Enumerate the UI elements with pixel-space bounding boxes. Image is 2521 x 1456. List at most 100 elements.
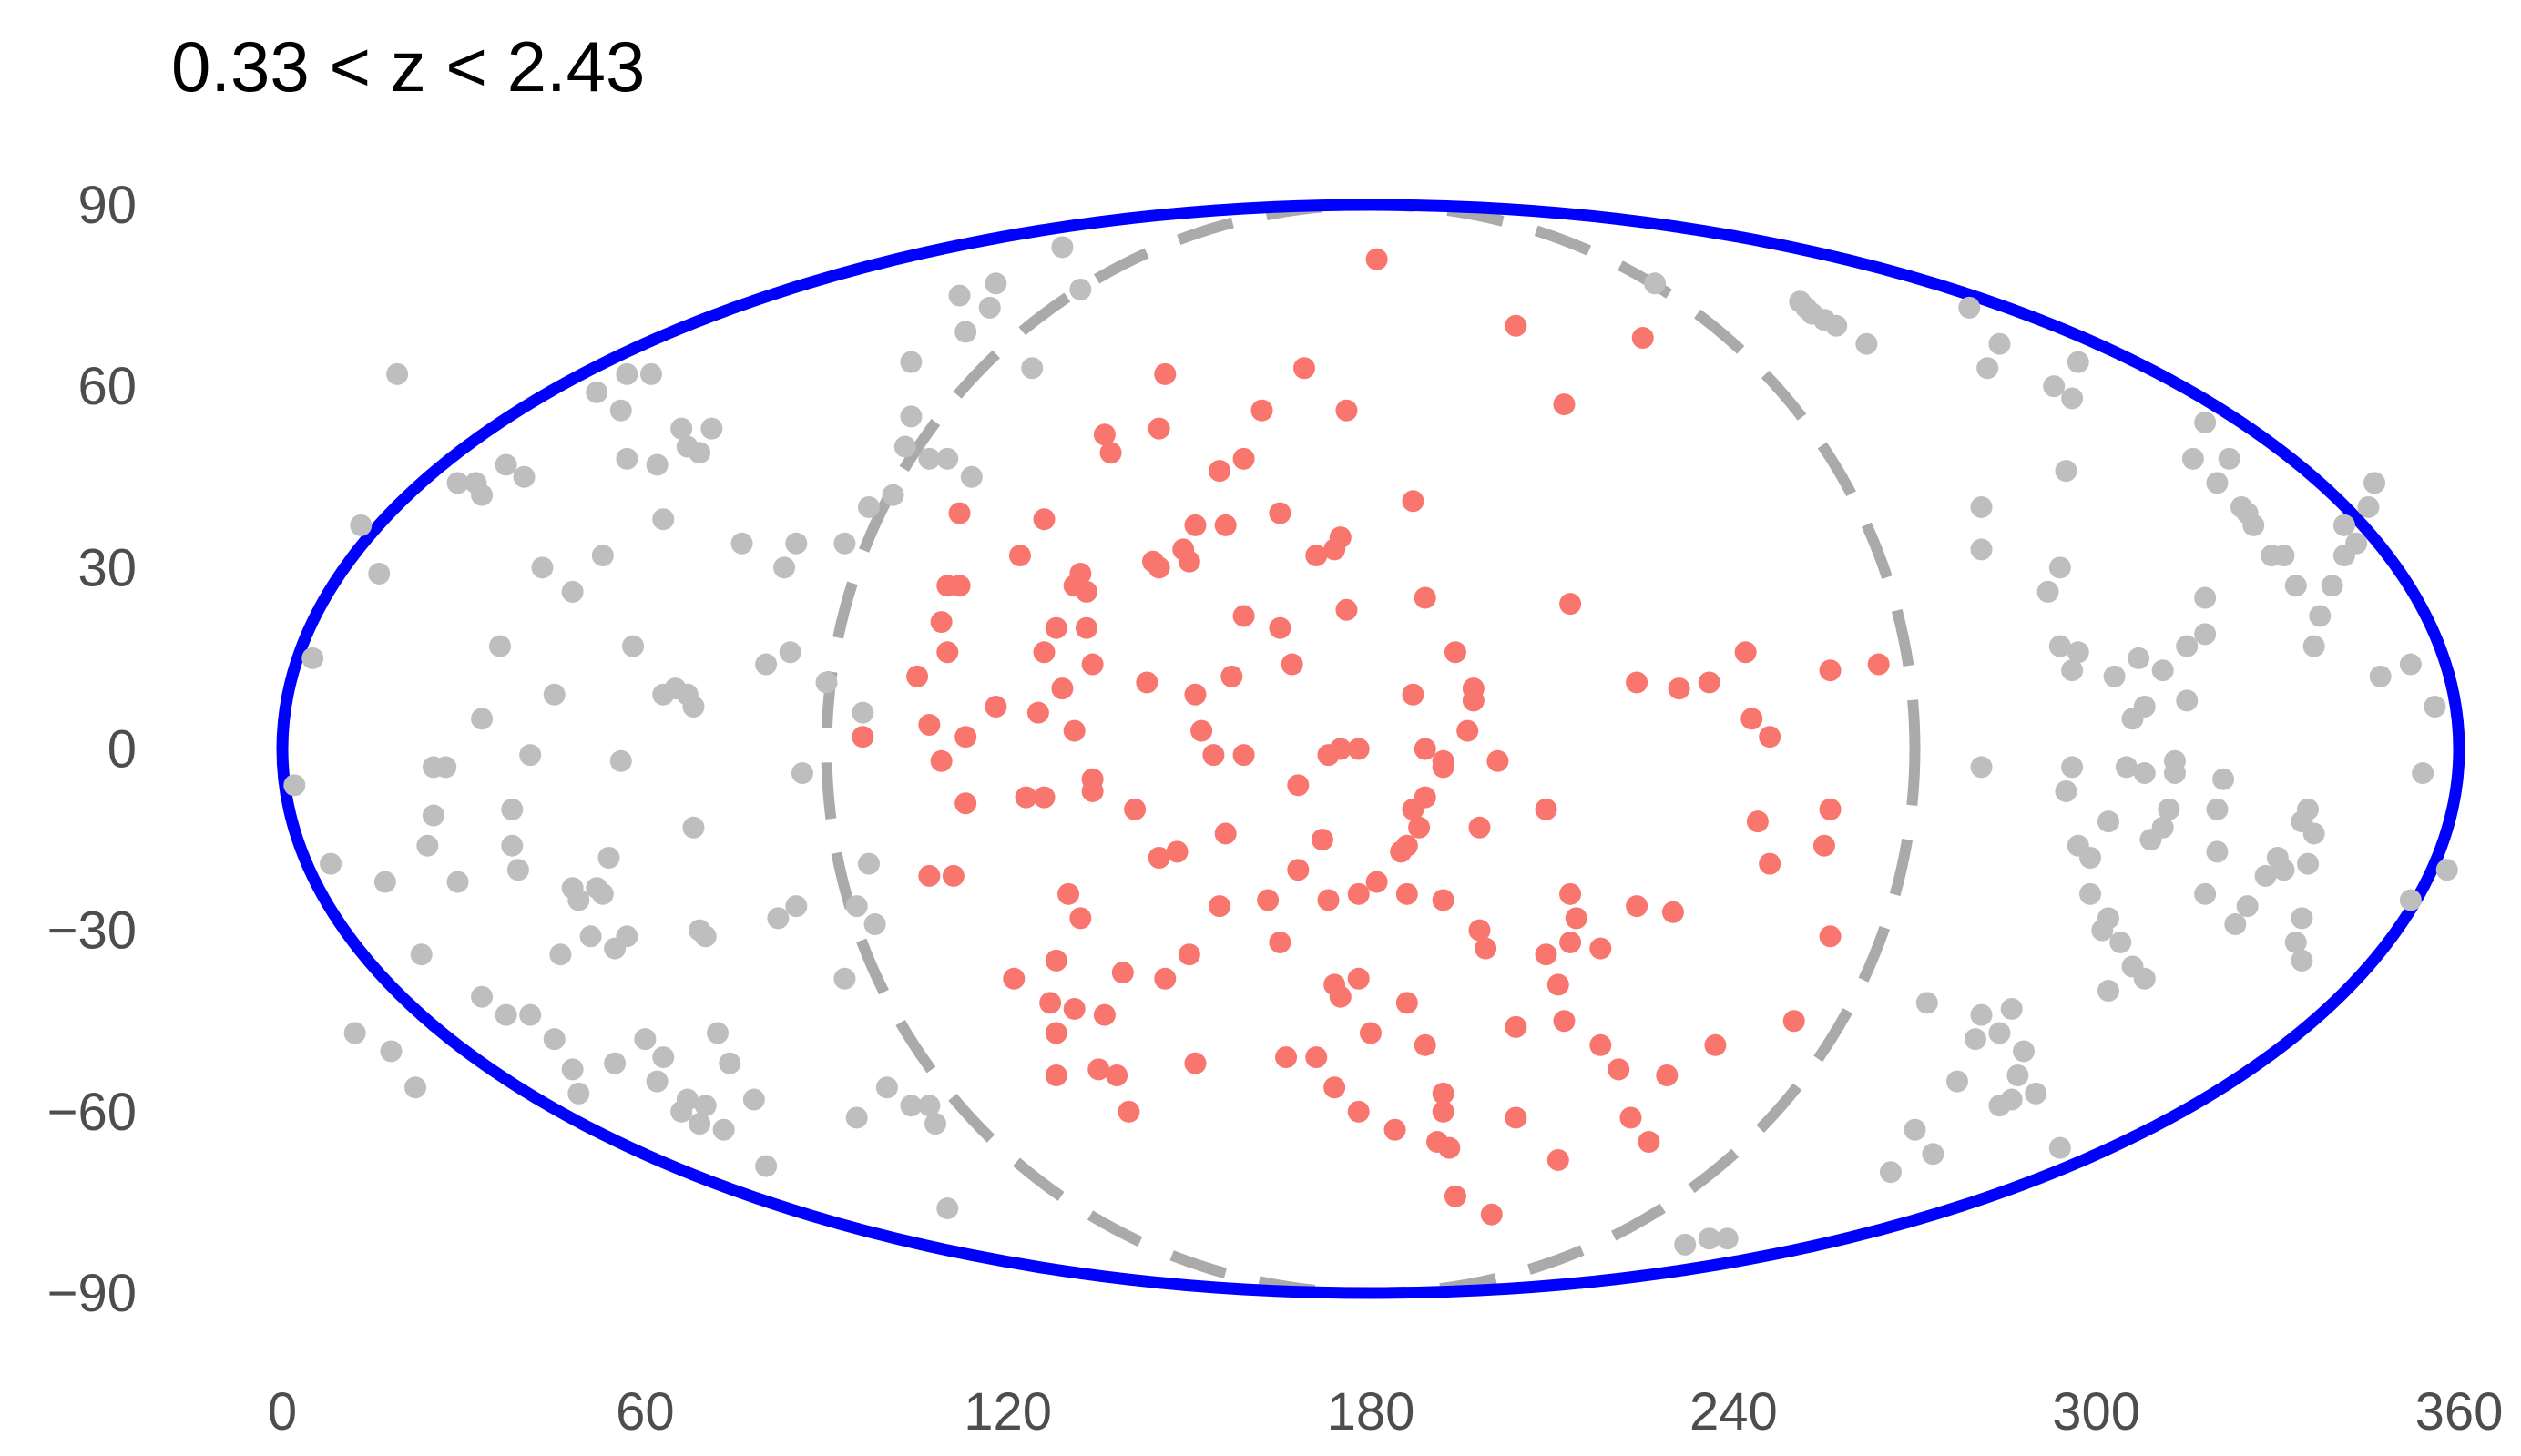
inside-point (1305, 1046, 1328, 1069)
outside-point (2399, 889, 2422, 911)
inside-point (1395, 992, 1418, 1014)
outside-point (779, 641, 801, 664)
outside-point (767, 907, 790, 930)
inside-point (1057, 882, 1080, 905)
inside-point (1093, 423, 1116, 446)
outside-point (694, 925, 717, 948)
inside-point (1281, 653, 1303, 676)
outside-point (471, 985, 494, 1008)
outside-point (283, 774, 306, 797)
inside-point (1033, 786, 1056, 809)
x-tick-label: 0 (268, 1382, 297, 1441)
inside-point (1311, 829, 1333, 851)
inside-point (1395, 834, 1418, 857)
inside-point (1535, 798, 1557, 820)
outside-point (755, 653, 778, 676)
outside-point (591, 545, 614, 567)
inside-point (1383, 1118, 1406, 1141)
inside-point (1444, 1185, 1466, 1207)
inside-point (1209, 895, 1231, 918)
outside-point (519, 1003, 542, 1026)
inside-point (1087, 1058, 1110, 1081)
outside-point (2158, 798, 2180, 820)
outside-point (2369, 665, 2392, 687)
inside-point (1069, 907, 1092, 930)
outside-point (495, 453, 517, 476)
outside-point (712, 1118, 735, 1141)
outside-point (609, 749, 632, 772)
x-tick-label: 240 (1689, 1382, 1778, 1441)
outside-point (1988, 1022, 2011, 1044)
inside-point (1269, 502, 1291, 524)
outside-point (791, 762, 813, 785)
outside-point (2025, 1082, 2047, 1105)
inside-point (1323, 1076, 1346, 1099)
inside-point (1553, 393, 1576, 416)
outside-point (2424, 696, 2446, 718)
inside-point (1432, 756, 1454, 779)
inside-point (1631, 327, 1654, 350)
outside-point (936, 1197, 959, 1220)
inside-point (1746, 810, 1769, 833)
inside-point (1214, 822, 1237, 845)
y-tick-label: 60 (77, 357, 137, 416)
outside-point (833, 532, 856, 555)
outside-point (900, 1095, 923, 1117)
inside-point (985, 696, 1007, 718)
outside-point (2163, 762, 2186, 785)
inside-point (1414, 786, 1436, 809)
inside-point (1414, 738, 1436, 760)
outside-point (845, 895, 868, 918)
inside-point (1505, 1106, 1527, 1129)
outside-point (2097, 810, 2119, 833)
inside-point (1626, 895, 1648, 918)
inside-point (1033, 508, 1056, 531)
outside-point (2399, 653, 2422, 676)
inside-point (1166, 840, 1189, 863)
outside-point (591, 882, 614, 905)
outside-point (2321, 575, 2343, 597)
outside-point (422, 804, 444, 827)
inside-point (1867, 653, 1890, 676)
outside-point (2345, 532, 2368, 555)
inside-point (1329, 985, 1352, 1008)
inside-point (1553, 1010, 1576, 1033)
outside-point (2194, 623, 2217, 646)
outside-point (597, 847, 620, 869)
outside-point (579, 925, 602, 948)
inside-point (1432, 1100, 1454, 1123)
y-axis-tick-labels: 90 60 30 0 −30 −60 −90 (47, 176, 137, 1323)
inside-point (1402, 490, 1424, 513)
inside-point (1819, 798, 1842, 820)
outside-point (1644, 272, 1667, 295)
inside-point (1287, 774, 1310, 797)
outside-point (1970, 756, 1993, 779)
inside-point (852, 726, 874, 748)
outside-point (2036, 580, 2059, 603)
sky-outline (276, 199, 2465, 1299)
outside-point (2194, 882, 2217, 905)
outside-point (682, 696, 705, 718)
outside-point (833, 967, 856, 990)
x-axis-tick-labels: 0 60 120 180 240 300 360 (268, 1382, 2504, 1441)
outside-point (689, 442, 711, 464)
outside-point (682, 816, 705, 839)
outside-point (2000, 997, 2023, 1020)
outside-point (2055, 460, 2077, 483)
inside-point (1347, 1100, 1370, 1123)
inside-point (1063, 719, 1086, 742)
inside-point (1365, 871, 1388, 893)
inside-point (1656, 1064, 1679, 1086)
outside-point (2206, 840, 2229, 863)
outside-point (416, 834, 439, 857)
inside-point (1292, 357, 1315, 380)
outside-point (2133, 762, 2156, 785)
x-tick-label: 300 (2052, 1382, 2140, 1441)
outside-point (501, 834, 524, 857)
outside-point (2151, 659, 2174, 682)
y-tick-label: −30 (47, 901, 137, 961)
outside-point (1855, 332, 1878, 355)
y-tick-label: 90 (77, 176, 137, 235)
outside-point (386, 362, 409, 385)
inside-point (1033, 641, 1056, 664)
